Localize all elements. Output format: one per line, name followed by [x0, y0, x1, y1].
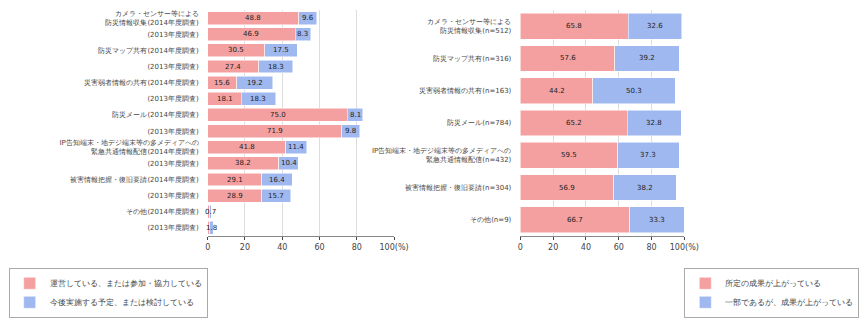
svg-text:(2013年度調査): (2013年度調査): [147, 128, 199, 136]
svg-text:33.3: 33.3: [649, 216, 665, 224]
svg-text:(2013年度調査): (2013年度調査): [147, 224, 199, 232]
svg-text:44.2: 44.2: [549, 87, 565, 95]
svg-text:(2013年度調査): (2013年度調査): [147, 95, 199, 103]
svg-text:防災マップ共有(n=316): 防災マップ共有(n=316): [433, 55, 511, 63]
svg-text:19.2: 19.2: [247, 79, 263, 87]
svg-text:15.7: 15.7: [268, 192, 284, 200]
svg-text:29.1: 29.1: [227, 176, 243, 184]
svg-text:50.3: 50.3: [626, 87, 642, 95]
svg-text:20: 20: [548, 243, 558, 252]
svg-text:30.5: 30.5: [228, 46, 244, 54]
svg-text:(2013年度調査): (2013年度調査): [147, 192, 199, 200]
svg-text:27.4: 27.4: [225, 63, 241, 71]
svg-text:防災メール(2014年度調査): 防災メール(2014年度調査): [112, 111, 199, 119]
svg-text:48.8: 48.8: [245, 14, 261, 22]
svg-text:40: 40: [277, 243, 287, 252]
svg-text:41.8: 41.8: [239, 143, 255, 151]
svg-text:32.6: 32.6: [647, 22, 663, 30]
svg-text:その他(2014年度調査): その他(2014年度調査): [126, 208, 199, 216]
svg-text:60: 60: [314, 243, 324, 252]
svg-text:9.6: 9.6: [302, 14, 314, 22]
svg-text:46.9: 46.9: [243, 30, 259, 38]
svg-text:防災マップ共有(2014年度調査): 防災マップ共有(2014年度調査): [98, 47, 199, 55]
svg-text:カメラ・センサー等による防災情報収集(n=512): カメラ・センサー等による防災情報収集(n=512): [427, 18, 511, 35]
svg-text:(2013年度調査): (2013年度調査): [147, 63, 199, 71]
svg-text:今後実施する予定、または検討している: 今後実施する予定、または検討している: [50, 298, 194, 307]
svg-text:40: 40: [581, 243, 591, 252]
svg-text:18.3: 18.3: [250, 95, 266, 103]
svg-text:60: 60: [614, 243, 624, 252]
svg-text:75.0: 75.0: [270, 111, 286, 119]
svg-text:66.7: 66.7: [567, 216, 583, 224]
svg-text:10.4: 10.4: [281, 159, 297, 167]
svg-text:65.2: 65.2: [566, 119, 582, 127]
svg-text:その他(n=9): その他(n=9): [470, 216, 511, 224]
svg-text:56.9: 56.9: [559, 184, 575, 192]
svg-text:100(%): 100(%): [379, 243, 408, 252]
svg-text:0: 0: [518, 243, 523, 252]
svg-text:IP告知端末・地デジ端末等の多メディアへの緊急共通情報配信(: IP告知端末・地デジ端末等の多メディアへの緊急共通情報配信(2014年度調査): [59, 139, 199, 156]
svg-text:IP告知端末・地デジ端末等の多メディアへの緊急共通情報配信(: IP告知端末・地デジ端末等の多メディアへの緊急共通情報配信(n=432): [372, 147, 512, 164]
svg-text:1.8: 1.8: [206, 224, 217, 232]
svg-text:65.8: 65.8: [566, 22, 582, 30]
svg-text:(2013年度調査): (2013年度調査): [147, 31, 199, 39]
svg-text:カメラ・センサー等による防災情報収集(2014年度調査): カメラ・センサー等による防災情報収集(2014年度調査): [105, 10, 199, 27]
svg-text:39.2: 39.2: [639, 54, 655, 62]
svg-text:59.5: 59.5: [561, 151, 577, 159]
svg-text:15.6: 15.6: [214, 79, 230, 87]
svg-text:8.3: 8.3: [297, 30, 308, 38]
svg-text:0: 0: [205, 243, 210, 252]
svg-text:80: 80: [352, 243, 362, 252]
svg-text:運営している、または参加・協力している: 運営している、または参加・協力している: [50, 279, 202, 288]
svg-text:57.6: 57.6: [560, 54, 576, 62]
svg-text:71.9: 71.9: [267, 127, 283, 135]
svg-text:一部であるが、成果が上がっている: 一部であるが、成果が上がっている: [725, 298, 853, 307]
svg-text:9.8: 9.8: [345, 127, 356, 135]
svg-text:38.2: 38.2: [235, 159, 251, 167]
svg-text:100(%): 100(%): [670, 243, 699, 252]
svg-text:0.7: 0.7: [205, 208, 216, 216]
svg-text:災害弱者情報の共有(2014年度調査): 災害弱者情報の共有(2014年度調査): [84, 79, 199, 87]
svg-text:被害情報把握・復旧要請(n=304): 被害情報把握・復旧要請(n=304): [405, 184, 511, 192]
svg-text:防災メール(n=784): 防災メール(n=784): [447, 119, 511, 127]
svg-text:17.5: 17.5: [273, 46, 289, 54]
svg-text:災害弱者情報の共有(n=163): 災害弱者情報の共有(n=163): [419, 87, 511, 95]
svg-text:80: 80: [646, 243, 656, 252]
svg-text:8.1: 8.1: [350, 111, 361, 119]
svg-text:32.8: 32.8: [646, 119, 662, 127]
svg-text:(2013年度調査): (2013年度調査): [147, 160, 199, 168]
svg-text:18.1: 18.1: [217, 95, 233, 103]
svg-text:38.2: 38.2: [637, 184, 653, 192]
svg-text:16.4: 16.4: [269, 176, 285, 184]
svg-text:所定の成果が上がっている: 所定の成果が上がっている: [725, 279, 821, 288]
svg-text:28.9: 28.9: [227, 192, 243, 200]
svg-text:37.3: 37.3: [640, 151, 656, 159]
svg-text:20: 20: [240, 243, 250, 252]
svg-text:被害情報把握・復旧要請(2014年度調査): 被害情報把握・復旧要請(2014年度調査): [70, 176, 199, 184]
svg-text:11.4: 11.4: [288, 143, 304, 151]
svg-text:18.3: 18.3: [268, 63, 284, 71]
